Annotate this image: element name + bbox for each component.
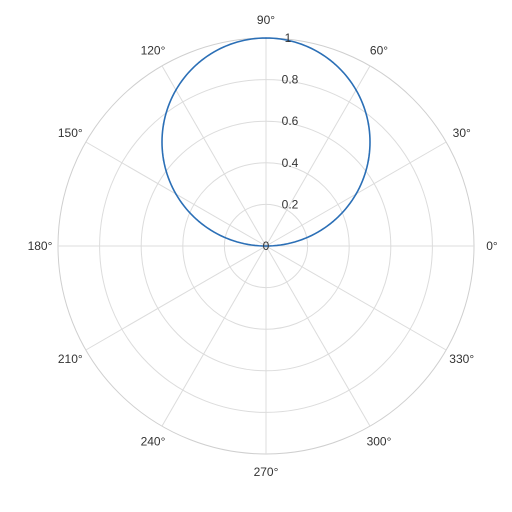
angle-tick-label: 210° [58,352,83,366]
angle-tick-label: 30° [453,126,471,140]
data-point [229,43,232,46]
angle-tick-label: 300° [367,435,392,449]
angle-tick-label: 150° [58,126,83,140]
angle-tick-label: 240° [141,435,166,449]
grid-spoke-11 [265,245,447,351]
data-point [355,193,357,195]
data-point [300,43,303,46]
data-point [162,159,165,161]
series-layer [161,37,371,247]
data-point [265,245,267,247]
grid-spoke-8 [161,245,267,427]
data-point [367,123,370,125]
data-point [332,61,334,64]
angle-tick-label: 60° [370,43,388,57]
grid-spoke-7 [85,245,267,351]
radial-tick-label: 0.2 [282,197,299,211]
grid-spoke-4 [161,65,267,247]
angle-tick-label: 90° [257,13,275,27]
data-point [175,89,177,91]
grid-spoke-10 [265,245,371,427]
radial-tick-label: 0.6 [282,114,299,128]
data-point [229,238,232,241]
angle-tick-label: 120° [141,43,166,57]
tick-labels: 0° 30° 60° 90° 120° 150° 180° 210° 240° 270° 300° 3… [28,13,498,479]
radial-tick-label: 0.4 [282,156,299,170]
polar-grid [57,37,475,455]
data-point [367,159,370,161]
angle-tick-label: 330° [449,352,474,366]
radial-tick-label: 1 [285,31,292,45]
data-point [265,37,267,39]
data-point [300,238,303,241]
data-point [355,89,357,91]
radial-tick-label: 0 [263,239,270,253]
data-point [175,193,177,195]
angle-tick-label: 270° [254,465,279,479]
data-point [198,220,200,223]
angle-tick-label: 180° [28,239,53,253]
grid-spoke-2 [265,65,371,247]
radial-tick-label: 0.8 [282,73,299,87]
angle-tick-label: 0° [486,239,498,253]
data-point [332,220,334,223]
data-point [162,123,165,125]
data-point [198,61,200,64]
